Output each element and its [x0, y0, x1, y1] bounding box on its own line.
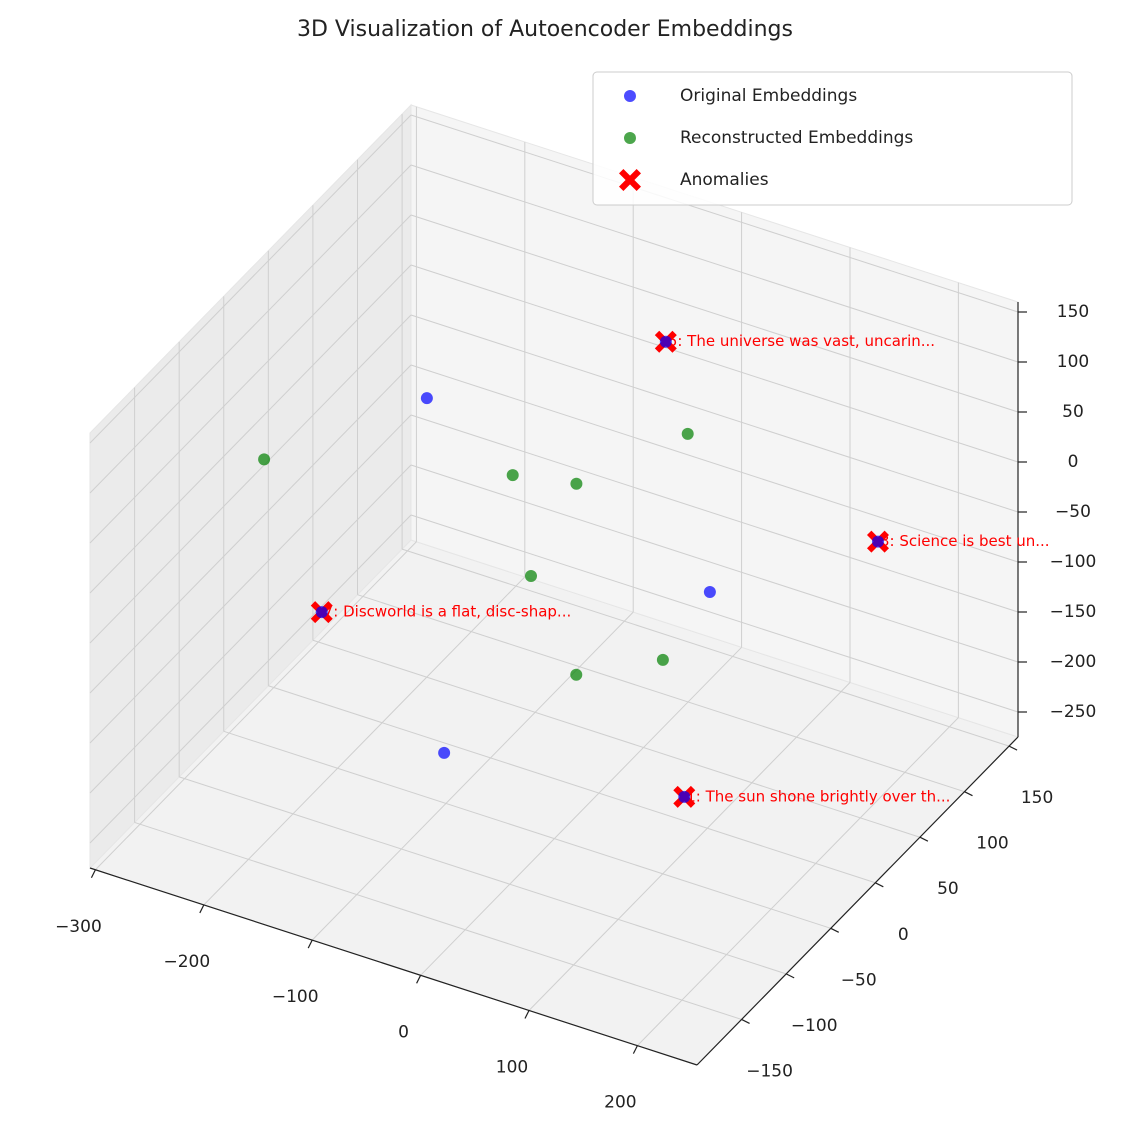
x-tick	[524, 1010, 530, 1019]
grid-line	[89, 414, 412, 744]
grid-line	[312, 639, 921, 838]
grid-line	[89, 314, 412, 644]
point-annotation: 1: The sun shone brightly over th...	[686, 787, 950, 805]
legend-marker	[624, 132, 636, 144]
point	[258, 453, 271, 466]
x-tick-label: −100	[272, 987, 319, 1007]
point	[506, 469, 519, 482]
y-tick-label: 100	[976, 834, 1008, 854]
grid-line	[410, 464, 1019, 663]
x-tick	[199, 904, 205, 914]
x-tick-label: 0	[398, 1022, 409, 1042]
y-tick-label: −150	[746, 1061, 793, 1081]
chart-title: 3D Visualization of Autoencoder Embeddin…	[297, 17, 793, 42]
grid-line	[410, 114, 1019, 313]
grid-line	[134, 821, 742, 1020]
y-tick-label: −50	[841, 970, 877, 990]
legend-box	[592, 71, 1073, 206]
y-tick	[741, 1018, 750, 1024]
grid-line	[357, 594, 965, 793]
x-tick-label: 200	[604, 1093, 636, 1113]
y-tick	[785, 973, 795, 979]
point	[659, 335, 672, 348]
grid-line	[89, 214, 412, 544]
y-axis	[696, 736, 1019, 1066]
point	[438, 746, 451, 759]
x-tick	[632, 1045, 638, 1054]
y-tick	[919, 836, 929, 842]
grid-line	[410, 514, 1019, 713]
grid-line	[179, 776, 787, 975]
y-tick-label: 0	[898, 925, 909, 945]
legend: Original Embeddings Reconstructed Embeddi…	[592, 71, 1073, 206]
x-tick	[416, 975, 422, 984]
point	[678, 790, 691, 803]
z-tick-label: −150	[1050, 602, 1097, 622]
z-tick-label: −200	[1050, 652, 1097, 672]
grid-line	[89, 514, 412, 844]
grid-line	[268, 685, 876, 884]
point	[681, 427, 694, 440]
point	[703, 586, 716, 599]
y-tick-label: 150	[1021, 788, 1053, 808]
point	[871, 535, 884, 548]
z-tick-label: 100	[1057, 352, 1089, 372]
legend-label: Original Embeddings	[680, 86, 857, 106]
point	[570, 477, 583, 490]
x-axis	[89, 867, 698, 1066]
grid-line	[89, 114, 412, 444]
point	[315, 606, 328, 619]
grid-line	[410, 414, 1019, 613]
grid-line	[410, 214, 1019, 413]
x-tick-label: 100	[496, 1057, 528, 1077]
grid-line	[410, 314, 1019, 513]
y-tick	[964, 791, 973, 797]
legend-marker	[624, 90, 636, 102]
z-tick-label: 0	[1068, 452, 1079, 472]
z-tick-label: 150	[1057, 302, 1089, 322]
point-annotation: 5: The universe was vast, uncarin...	[668, 332, 935, 350]
grid-line	[89, 464, 412, 794]
legend-label: Anomalies	[680, 170, 769, 190]
x-tick-label: −300	[55, 917, 102, 937]
x-tick-label: −200	[163, 952, 210, 972]
grid-line	[89, 164, 412, 494]
grid-line	[401, 548, 1010, 747]
grid-line	[410, 364, 1019, 563]
y-tick-label: 50	[937, 879, 959, 899]
point-annotation: 3: Science is best un...	[880, 532, 1050, 550]
legend-label: Reconstructed Embeddings	[680, 128, 913, 148]
z-tick-label: 50	[1062, 402, 1084, 422]
z-tick-label: −250	[1050, 702, 1097, 722]
grid-line	[89, 364, 412, 694]
point	[420, 392, 433, 405]
legend-marker	[619, 169, 641, 191]
z-tick-label: −100	[1050, 552, 1097, 572]
x-tick	[307, 939, 313, 949]
grid-line	[89, 264, 412, 594]
y-tick	[875, 882, 884, 888]
grid-line	[223, 730, 831, 929]
y-tick	[1008, 745, 1018, 751]
point	[524, 570, 537, 583]
x-tick	[90, 869, 96, 879]
point-annotation: 7: Discworld is a flat, disc-shap...	[324, 603, 572, 621]
point	[656, 653, 669, 666]
z-tick-label: −50	[1055, 502, 1091, 522]
grid-line	[410, 164, 1019, 363]
grid-line	[410, 264, 1019, 463]
y-tick	[830, 927, 840, 933]
point	[570, 668, 583, 681]
y-tick-label: −100	[791, 1016, 838, 1036]
